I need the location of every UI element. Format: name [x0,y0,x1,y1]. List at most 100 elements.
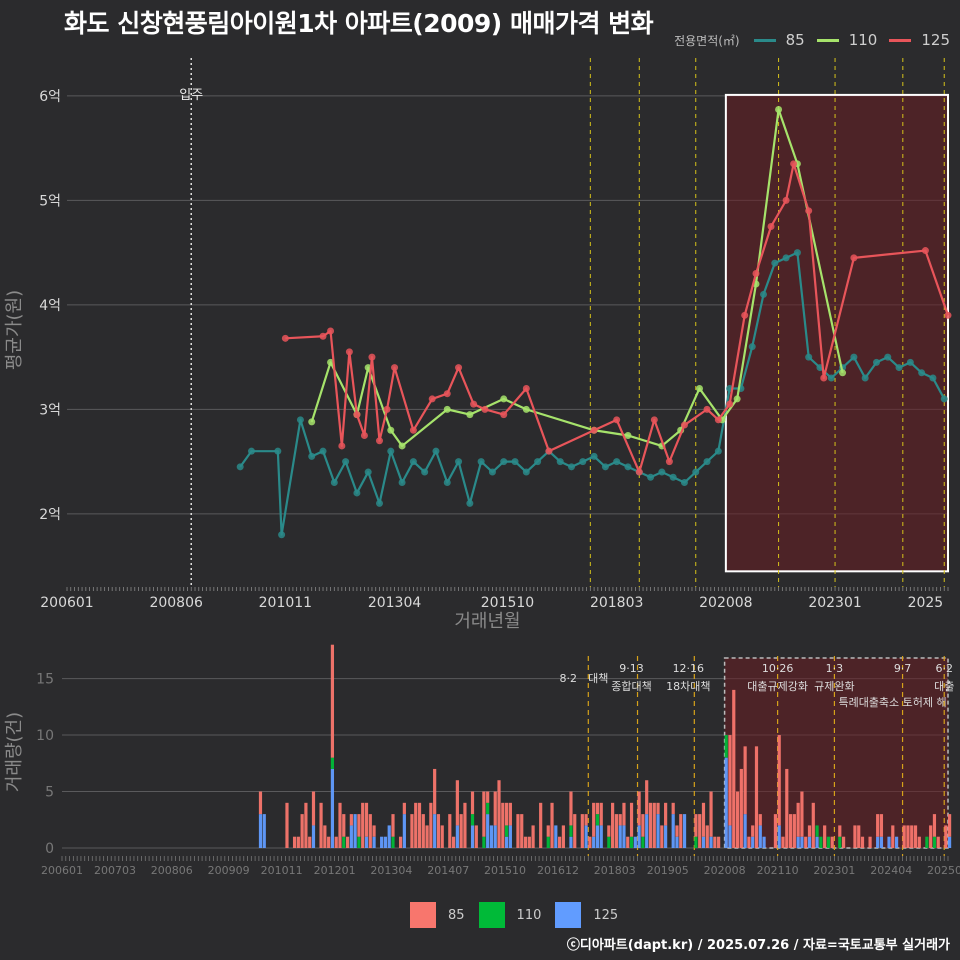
line-legend: 전용면적(㎡) 85 110 125 [674,31,950,49]
bar-legend: 85 110 125 [410,902,632,928]
bar-110 [819,836,823,848]
bar-125 [894,836,899,848]
policy-date-label: 12·16 [673,662,705,675]
bar-110 [826,836,831,848]
bar-85 [455,780,459,826]
bar-125 [758,825,762,848]
bar-85 [853,825,857,848]
data-point-85 [511,458,519,466]
data-point-85 [500,458,508,466]
bar-125 [584,825,588,848]
data-point-85 [658,468,666,476]
data-point-85 [850,353,858,361]
bar-85 [319,802,323,848]
bar-85 [345,836,350,848]
x-tick-label: 201011 [259,595,312,611]
bar-85 [754,746,759,848]
bar-85 [539,802,543,848]
bar-85 [629,802,634,837]
bar-85 [807,825,812,837]
x-tick-label: 201304 [368,595,422,611]
data-point-125 [327,327,335,335]
bar-85 [701,802,706,837]
policy-name-label: 특례대출축소 토허제 해 [838,695,946,709]
bar-110 [357,836,361,848]
bar-125 [349,825,353,848]
x-tick-label: 2025 [908,595,944,611]
bar-85 [558,836,562,848]
bar-85 [626,836,630,848]
bar-125 [709,836,713,848]
bar-85 [523,836,528,848]
bar-85 [607,825,611,837]
data-point-125 [805,207,813,215]
bar-85 [811,802,815,848]
y-tick-label: 2억 [39,507,61,523]
bar-110 [330,757,335,769]
bar-85 [327,836,331,848]
data-point-85 [375,499,383,507]
bar-y-tick-label: 5 [45,785,54,801]
data-point-85 [387,447,395,455]
bar-85 [501,802,505,848]
bar-125 [743,814,747,848]
data-point-85 [466,499,474,507]
data-point-125 [782,196,790,204]
x-axis-title: 거래년월 [454,611,520,632]
policy-date-label: 8·2 [560,672,578,685]
bar-85 [664,802,668,826]
data-point-125 [790,160,798,168]
move-in-label: 입주 [179,88,203,103]
data-point-85 [421,468,429,476]
bar-85 [311,791,316,826]
bar-85 [679,814,683,848]
data-point-125 [767,223,775,231]
bar-125 [455,825,459,848]
bar-125 [569,836,573,848]
bar-x-tick-label: 201612 [537,864,579,877]
data-point-125 [741,311,749,319]
bar-125 [656,814,660,848]
bar-110 [595,814,600,826]
bar-125 [599,825,603,848]
bar-85 [948,814,952,837]
bar-85 [463,802,467,848]
bar-85 [486,791,490,803]
data-point-85 [760,290,768,298]
bar-x-tick-label: 200601 [41,864,83,877]
bar-125 [751,836,755,848]
bar-85 [520,814,524,848]
data-point-85 [601,463,609,471]
bar-125 [311,825,316,848]
bar-125 [470,825,475,848]
bar-85 [531,825,535,848]
data-point-110 [775,105,783,113]
data-point-125 [703,405,711,413]
bar-legend-swatch-125 [555,902,582,928]
bar-85 [622,802,626,826]
bar-85 [546,825,550,837]
bar-125 [762,836,766,848]
bar-85 [421,814,425,848]
bar-125 [622,825,626,848]
data-point-125 [500,411,508,419]
bar-85 [550,802,554,848]
policy-date-label: 9·7 [894,662,912,675]
bar-85 [338,802,342,848]
bar-110 [342,836,346,848]
bar-85 [580,814,584,848]
bar-x-tick-label: 202404 [870,864,912,877]
source-footer: ⓒ디아파트(dapt.kr) / 2025.07.26 / 자료=국토교통부 실… [566,938,950,953]
bar-125 [505,836,509,848]
data-point-125 [680,421,688,429]
bar-85 [698,814,702,848]
bar-x-tick-label: 200909 [208,864,250,877]
bar-85 [429,802,433,848]
bar-85 [743,746,747,815]
bar-85 [728,735,732,826]
bar-85 [944,825,948,848]
bar-85 [618,814,622,826]
bar-125 [592,836,596,848]
